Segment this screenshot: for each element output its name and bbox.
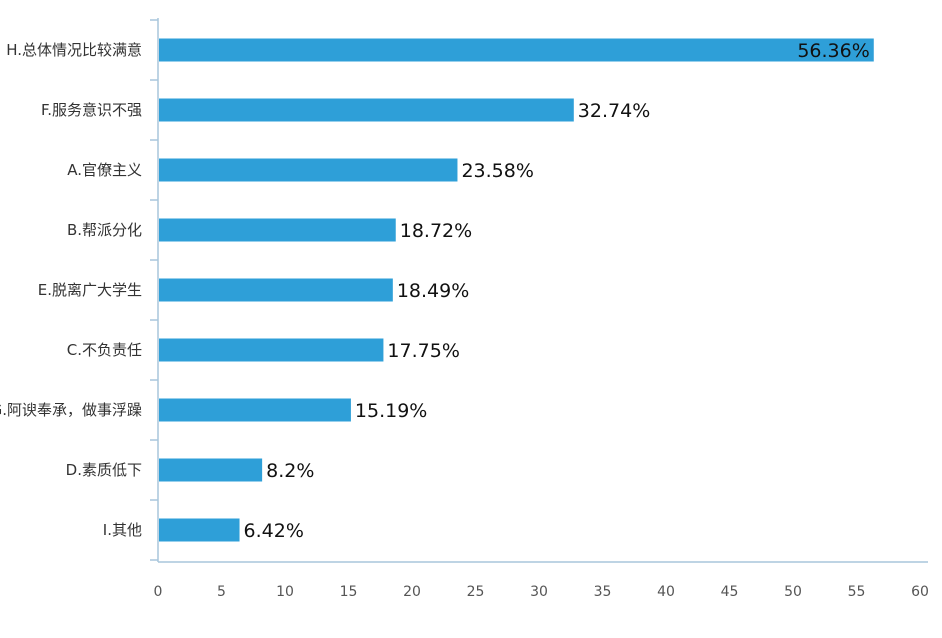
bar xyxy=(159,158,458,182)
x-tick-label: 10 xyxy=(276,584,294,600)
x-tick-label: 20 xyxy=(403,584,421,600)
bar-layer xyxy=(159,38,874,542)
value-label: 32.74% xyxy=(578,100,650,122)
category-label: H.总体情况比较满意 xyxy=(6,41,142,59)
bar xyxy=(159,278,393,302)
category-label: G.阿谀奉承，做事浮躁 xyxy=(0,401,142,419)
x-tick-label: 30 xyxy=(530,584,548,600)
x-tick-label: 15 xyxy=(340,584,358,600)
bar xyxy=(159,218,396,242)
bar xyxy=(159,338,384,362)
bar xyxy=(159,98,574,122)
x-tick-label: 0 xyxy=(154,584,163,600)
value-label: 23.58% xyxy=(461,160,533,182)
category-label: C.不负责任 xyxy=(67,341,142,359)
x-tick-label: 25 xyxy=(467,584,485,600)
x-tick-label: 50 xyxy=(784,584,802,600)
value-label: 8.2% xyxy=(266,460,314,482)
category-label: B.帮派分化 xyxy=(67,221,142,239)
value-label: 18.72% xyxy=(400,220,472,242)
bar xyxy=(159,38,874,62)
x-tick-label: 40 xyxy=(657,584,675,600)
x-tick-label: 60 xyxy=(911,584,929,600)
label-layer: 0 5 10 15 20 25 30 35 40 45 50 55 60 H.总体情况比较满意 56.36%… xyxy=(0,40,929,600)
category-label: I.其他 xyxy=(103,521,142,539)
x-tick-label: 5 xyxy=(217,584,226,600)
value-label: 6.42% xyxy=(244,520,304,542)
value-label: 56.36% xyxy=(797,40,869,62)
value-label: 18.49% xyxy=(397,280,469,302)
category-label: E.脱离广大学生 xyxy=(38,281,142,299)
category-label: A.官僚主义 xyxy=(67,161,142,179)
bar xyxy=(159,458,263,482)
x-tick-label: 35 xyxy=(594,584,612,600)
value-label: 17.75% xyxy=(387,340,459,362)
x-tick-label: 55 xyxy=(848,584,866,600)
category-label: D.素质低下 xyxy=(66,461,142,479)
bar xyxy=(159,518,240,542)
x-tick-label: 45 xyxy=(721,584,739,600)
bar xyxy=(159,398,351,422)
value-label: 15.19% xyxy=(355,400,427,422)
category-label: F.服务意识不强 xyxy=(41,101,142,119)
axis-layer xyxy=(150,18,928,563)
